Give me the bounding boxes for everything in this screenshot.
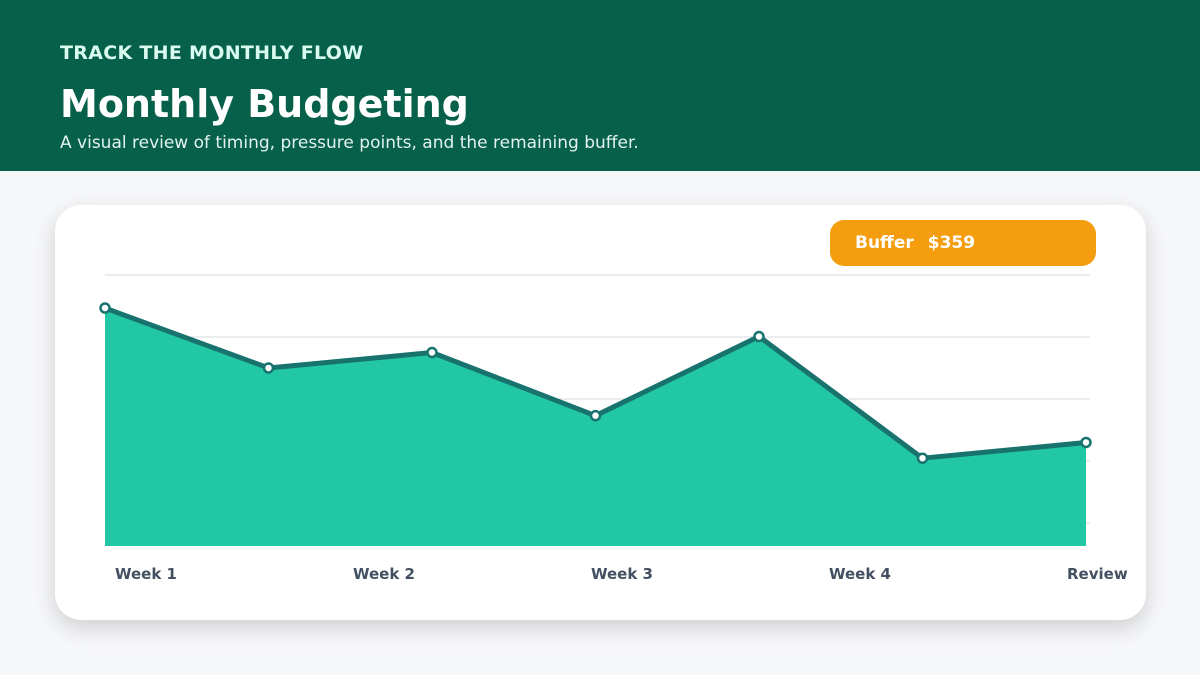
x-tick-label: Week 2 bbox=[353, 565, 415, 583]
x-tick-label: Review bbox=[1067, 565, 1128, 583]
x-tick-label: Week 3 bbox=[591, 565, 653, 583]
header-banner: TRACK THE MONTHLY FLOW Monthly Budgeting… bbox=[0, 0, 1200, 171]
buffer-label: Buffer bbox=[855, 233, 914, 253]
data-point bbox=[426, 346, 438, 359]
area-fill bbox=[105, 308, 1086, 546]
page-subtitle: A visual review of timing, pressure poin… bbox=[60, 133, 639, 153]
area-series bbox=[99, 302, 1092, 546]
data-point bbox=[753, 330, 765, 343]
x-tick-label: Week 1 bbox=[115, 565, 177, 583]
page-title: Monthly Budgeting bbox=[60, 82, 469, 126]
data-point bbox=[262, 362, 275, 374]
data-point bbox=[99, 302, 111, 314]
x-axis-labels: Week 1 Week 2 Week 3 Week 4 Review bbox=[115, 565, 1128, 583]
eyebrow-text: TRACK THE MONTHLY FLOW bbox=[60, 42, 364, 64]
data-point bbox=[589, 409, 602, 422]
data-point bbox=[916, 452, 929, 464]
x-tick-label: Week 4 bbox=[829, 565, 891, 583]
buffer-badge: Buffer $359 bbox=[830, 220, 1096, 266]
data-point bbox=[1080, 436, 1092, 449]
buffer-value: $359 bbox=[927, 233, 976, 253]
